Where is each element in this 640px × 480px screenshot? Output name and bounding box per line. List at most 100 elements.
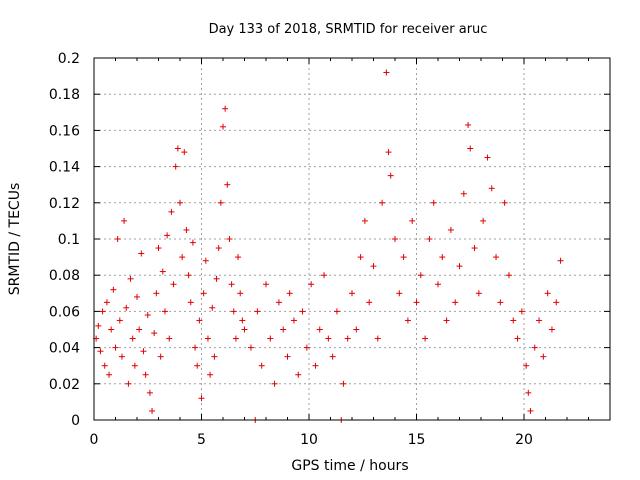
data-point	[548, 326, 555, 333]
data-point	[284, 353, 291, 360]
y-tick-label: 0.12	[49, 196, 80, 212]
data-point	[134, 293, 140, 300]
data-point	[443, 317, 450, 324]
data-point	[366, 299, 373, 306]
data-point	[295, 371, 302, 378]
data-point	[258, 362, 265, 369]
data-point	[247, 344, 254, 351]
data-point	[280, 326, 287, 333]
data-point	[183, 226, 190, 233]
y-tick-label: 0	[71, 413, 80, 429]
data-point	[103, 299, 110, 306]
data-point	[422, 335, 429, 342]
data-point	[224, 181, 231, 188]
data-point	[114, 236, 121, 242]
data-point	[211, 353, 218, 360]
data-point	[493, 254, 500, 261]
data-point	[174, 145, 181, 152]
data-point	[125, 380, 132, 387]
data-point	[290, 317, 297, 324]
x-tick-label: 10	[300, 432, 318, 448]
data-point	[374, 335, 381, 342]
data-point	[99, 308, 106, 315]
data-point	[142, 371, 149, 378]
data-point	[325, 335, 332, 342]
data-point	[106, 371, 113, 378]
data-point	[353, 326, 360, 333]
data-point	[121, 217, 128, 224]
data-point	[108, 326, 115, 333]
data-point	[185, 272, 192, 279]
data-point	[379, 199, 386, 206]
data-point	[544, 290, 551, 297]
data-point	[321, 272, 328, 279]
y-tick-label: 0.1	[58, 232, 80, 248]
data-point	[413, 299, 420, 306]
data-point	[523, 362, 530, 369]
data-point	[557, 257, 564, 264]
data-point	[207, 371, 214, 378]
x-tick-labels: 0 5 10 15 20	[90, 432, 533, 448]
data-point	[112, 344, 119, 351]
data-point	[220, 123, 226, 130]
data-point	[536, 317, 543, 324]
data-point	[217, 199, 224, 206]
data-point	[340, 380, 347, 387]
data-point	[471, 245, 478, 252]
data-point	[161, 308, 168, 315]
data-point	[192, 344, 199, 351]
data-point	[385, 149, 392, 156]
data-point	[465, 121, 472, 128]
data-point	[383, 69, 390, 76]
data-point	[430, 199, 437, 206]
data-point	[475, 290, 482, 297]
data-point	[149, 407, 156, 414]
data-point	[484, 154, 491, 161]
data-point	[263, 281, 269, 288]
y-tick-label: 0.2	[58, 51, 80, 67]
data-point	[164, 232, 171, 239]
y-tick-label: 0.06	[49, 304, 80, 320]
data-point	[299, 308, 306, 315]
data-point	[235, 254, 242, 261]
data-point	[144, 312, 151, 319]
axis-ticks	[93, 57, 610, 421]
data-point	[439, 254, 446, 261]
data-point	[370, 263, 377, 270]
data-point	[166, 335, 173, 342]
data-point	[396, 290, 403, 297]
data-point	[527, 407, 534, 414]
data-point	[361, 217, 368, 224]
data-point	[518, 308, 525, 315]
data-point	[426, 236, 433, 242]
data-point	[239, 317, 246, 324]
data-point	[357, 254, 364, 261]
y-tick-label: 0.18	[49, 87, 80, 103]
data-point	[138, 250, 145, 257]
data-point	[316, 326, 323, 333]
data-point	[525, 389, 532, 396]
data-point	[155, 245, 162, 252]
data-point	[146, 389, 153, 396]
data-point	[172, 163, 179, 170]
data-point	[312, 362, 319, 369]
data-points	[93, 69, 564, 423]
data-point	[392, 236, 398, 242]
x-tick-label: 20	[515, 432, 533, 448]
data-point	[110, 286, 117, 293]
data-point	[159, 268, 166, 275]
data-point	[501, 199, 508, 206]
data-point	[226, 236, 233, 242]
data-point	[189, 239, 196, 246]
data-point	[136, 326, 143, 333]
data-point	[131, 362, 138, 369]
data-point	[232, 335, 239, 342]
data-point	[187, 299, 194, 306]
y-tick-label: 0.14	[49, 160, 80, 176]
data-point	[157, 353, 164, 360]
data-point	[129, 335, 136, 342]
data-point	[456, 263, 463, 270]
data-point	[209, 304, 216, 311]
data-point	[540, 353, 547, 360]
